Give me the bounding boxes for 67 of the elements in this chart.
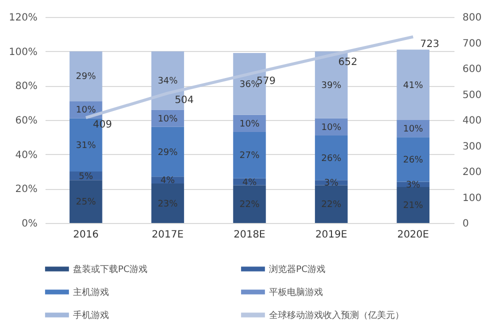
bar (151, 184, 184, 223)
data-label: 21% (403, 200, 424, 211)
legend-label: 手机游戏 (73, 310, 109, 321)
data-label: 5% (78, 172, 94, 182)
legend-label: 平板电脑游戏 (269, 287, 323, 298)
y2-tick-label: 500 (462, 90, 482, 101)
data-label: 23% (158, 199, 178, 210)
data-label: 22% (239, 200, 260, 210)
data-label: 10% (158, 114, 178, 124)
bar (314, 185, 348, 223)
data-label: 10% (403, 124, 424, 135)
legend-label: 盘装或下载PC游戏 (73, 264, 148, 275)
x-tick-label: 2019E (315, 230, 348, 240)
data-label: 25% (76, 198, 96, 208)
data-label: 723 (420, 38, 440, 50)
bar (314, 135, 348, 180)
y2-tick-label: 100 (462, 192, 482, 204)
data-label: 34% (158, 76, 178, 87)
data-label: 29% (76, 72, 96, 82)
data-label: 409 (92, 120, 112, 131)
data-label: 41% (403, 80, 424, 91)
data-label: 504 (174, 95, 194, 106)
y-tick-label: 120% (8, 12, 38, 24)
bar (396, 50, 430, 120)
y2-tick-label: 700 (462, 38, 482, 50)
x-tick-label: 2018E (234, 230, 266, 240)
bar (396, 137, 430, 182)
y2-tick-label: 300 (462, 141, 482, 152)
bar (70, 180, 102, 223)
x-tick-label: 2016 (73, 230, 99, 240)
y-tick-label: 60% (15, 116, 38, 126)
legend-label: 浏览器PC游戏 (269, 264, 326, 275)
data-label: 27% (239, 151, 260, 162)
x-tick-label: 2017E (152, 230, 184, 240)
y2-tick-label: 0 (462, 218, 469, 230)
y2-tick-label: 400 (462, 116, 482, 126)
x-tick-label: 2020E (397, 230, 429, 240)
bar (70, 51, 102, 102)
data-label: 39% (321, 80, 342, 91)
data-label: 4% (242, 178, 258, 188)
bar (233, 185, 266, 223)
data-label: 29% (158, 148, 178, 158)
y-tick-label: 80% (15, 81, 38, 92)
data-label: 26% (403, 155, 424, 166)
data-label: 31% (76, 140, 96, 151)
data-label: 3% (406, 180, 421, 190)
data-label: 10% (239, 119, 260, 130)
data-label: 3% (324, 178, 339, 189)
data-label: 652 (338, 57, 358, 68)
y2-tick-label: 200 (462, 167, 482, 178)
y-tick-label: 100% (8, 46, 38, 58)
data-label: 10% (76, 106, 96, 116)
data-label: 22% (321, 200, 342, 210)
bar (233, 132, 266, 178)
data-label: 4% (160, 176, 176, 186)
bar (396, 186, 430, 223)
bar (151, 126, 184, 177)
data-label: 10% (321, 122, 342, 133)
legend-label: 全球移动游戏收入预测（亿美元） (269, 310, 404, 321)
data-label: 26% (321, 154, 342, 164)
y-tick-label: 0% (22, 218, 38, 230)
y-tick-label: 40% (15, 150, 38, 161)
y-tick-label: 20% (15, 184, 38, 196)
y2-tick-label: 800 (462, 12, 482, 24)
y2-tick-label: 600 (462, 64, 482, 75)
data-label: 36% (239, 80, 260, 90)
legend-label: 主机游戏 (73, 287, 109, 298)
